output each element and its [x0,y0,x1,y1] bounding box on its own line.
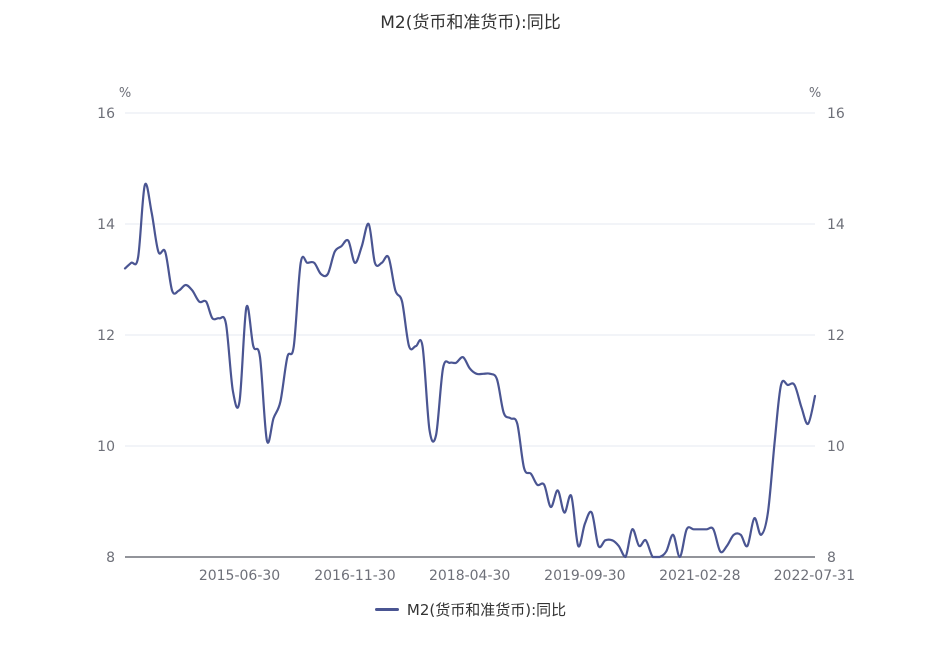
y-tick-label-left: 14 [97,217,115,233]
x-tick-label: 2021-02-28 [659,568,740,584]
x-tick-label: 2019-09-30 [544,568,625,584]
y-tick-label-left: 8 [106,550,115,566]
x-tick-label: 2018-04-30 [429,568,510,584]
series-line [123,182,817,559]
x-tick-label: 2015-06-30 [199,568,280,584]
grid-lines [125,112,815,447]
legend-swatch [374,608,399,611]
y-unit-left: % [119,86,131,101]
y-tick-label-right: 12 [827,328,845,344]
y-tick-label-left: 10 [97,439,115,455]
legend-item[interactable]: M2(货币和准货币):同比 [374,599,567,620]
x-tick-label: 2022-07-31 [774,568,855,584]
y-tick-label-right: 8 [827,550,836,566]
legend-label: M2(货币和准货币):同比 [406,601,567,619]
axes: 8 8 10 10 12 12 14 14 16 16% % 2015-06-30 2016-11-30… [97,86,855,584]
chart-title: M2(货币和准货币):同比 [380,13,561,33]
y-unit-right: % [809,86,821,101]
legend: M2(货币和准货币):同比 [0,597,941,620]
y-tick-label-right: 16 [827,106,845,122]
y-tick-label-right: 14 [827,217,845,233]
y-tick-label-left: 12 [97,328,115,344]
x-tick-label: 2016-11-30 [314,568,395,584]
y-tick-label-left: 16 [97,106,115,122]
y-tick-label-right: 10 [827,439,845,455]
series-layer [123,182,817,559]
